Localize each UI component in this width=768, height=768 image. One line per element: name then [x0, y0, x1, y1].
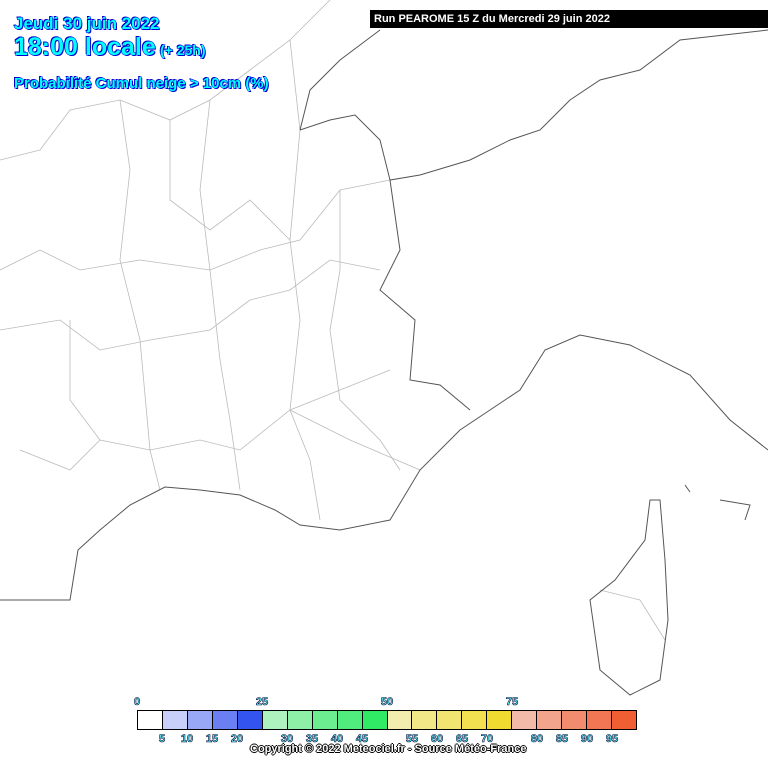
parameter-title: Probabilité Cumul neige > 10cm (%)	[14, 75, 270, 93]
legend-cell	[162, 711, 188, 729]
legend-label-bottom: 20	[230, 733, 244, 746]
run-banner: Run PEAROME 15 Z du Mercredi 29 juin 202…	[370, 10, 768, 28]
legend-label-top: 0	[133, 696, 141, 709]
legend-cell	[587, 711, 613, 729]
legend-cell	[537, 711, 563, 729]
color-legend	[137, 710, 637, 730]
legend-label-bottom: 95	[605, 733, 619, 746]
legend-cell	[337, 711, 363, 729]
legend-label-bottom: 80	[530, 733, 544, 746]
forecast-date: Jeudi 30 juin 2022	[14, 14, 161, 34]
department-borders	[0, 0, 666, 641]
copyright: Copyright © 2022 Meteociel.fr - Source M…	[250, 743, 527, 755]
legend-cell	[462, 711, 488, 729]
legend-cell	[212, 711, 238, 729]
legend-cell	[362, 711, 388, 729]
legend-label-bottom: 15	[205, 733, 219, 746]
legend-cell	[562, 711, 588, 729]
legend-label-bottom: 60	[430, 733, 444, 746]
legend-label-bottom: 45	[355, 733, 369, 746]
legend-label-top: 75	[505, 696, 519, 709]
legend-label-bottom: 85	[555, 733, 569, 746]
forecast-time: 18:00 locale	[14, 33, 157, 62]
legend-label-top: 25	[255, 696, 269, 709]
legend-cell	[612, 711, 637, 729]
legend-label-bottom: 70	[480, 733, 494, 746]
legend-label-bottom: 30	[280, 733, 294, 746]
legend-label-top: 50	[380, 696, 394, 709]
legend-cell	[287, 711, 313, 729]
legend-cell	[138, 711, 163, 729]
legend-cell	[312, 711, 338, 729]
legend-cell	[387, 711, 413, 729]
legend-cell	[512, 711, 538, 729]
legend-label-bottom: 5	[158, 733, 166, 746]
legend-label-bottom: 40	[330, 733, 344, 746]
coastline-and-borders	[0, 29, 768, 696]
legend-cell	[412, 711, 438, 729]
legend-label-bottom: 55	[405, 733, 419, 746]
legend-cell	[437, 711, 463, 729]
legend-label-bottom: 35	[305, 733, 319, 746]
legend-cell	[262, 711, 288, 729]
legend-cell	[187, 711, 213, 729]
legend-cell	[487, 711, 513, 729]
legend-label-bottom: 65	[455, 733, 469, 746]
legend-cell	[237, 711, 263, 729]
legend-label-bottom: 10	[180, 733, 194, 746]
forecast-lead-time: (+ 25h)	[160, 42, 207, 59]
legend-label-bottom: 90	[580, 733, 594, 746]
